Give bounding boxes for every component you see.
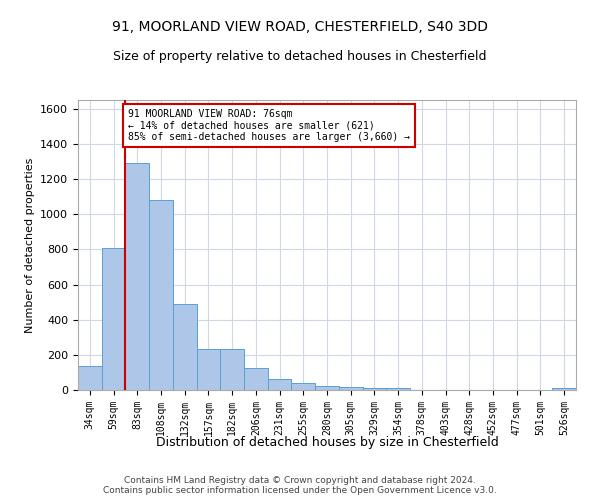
Bar (268, 378, 292, 390)
Bar (315, 386, 339, 390)
Bar (339, 388, 362, 390)
Text: 91, MOORLAND VIEW ROAD, CHESTERFIELD, S40 3DD: 91, MOORLAND VIEW ROAD, CHESTERFIELD, S4… (112, 20, 488, 34)
Bar (102, 248, 125, 390)
Bar (125, 164, 149, 390)
Bar (197, 348, 220, 390)
Text: Size of property relative to detached houses in Chesterfield: Size of property relative to detached ho… (113, 50, 487, 63)
Bar (386, 388, 410, 390)
Bar (552, 388, 576, 390)
Y-axis label: Number of detached properties: Number of detached properties (25, 158, 35, 332)
Bar (173, 304, 197, 390)
Text: Distribution of detached houses by size in Chesterfield: Distribution of detached houses by size … (155, 436, 499, 449)
Bar (362, 388, 386, 390)
Bar (78, 366, 102, 390)
Text: 91 MOORLAND VIEW ROAD: 76sqm
← 14% of detached houses are smaller (621)
85% of s: 91 MOORLAND VIEW ROAD: 76sqm ← 14% of de… (128, 109, 410, 142)
Bar (244, 368, 268, 390)
Bar (292, 384, 315, 390)
Bar (220, 348, 244, 390)
Text: Contains HM Land Registry data © Crown copyright and database right 2024.
Contai: Contains HM Land Registry data © Crown c… (103, 476, 497, 495)
Bar (149, 200, 173, 390)
